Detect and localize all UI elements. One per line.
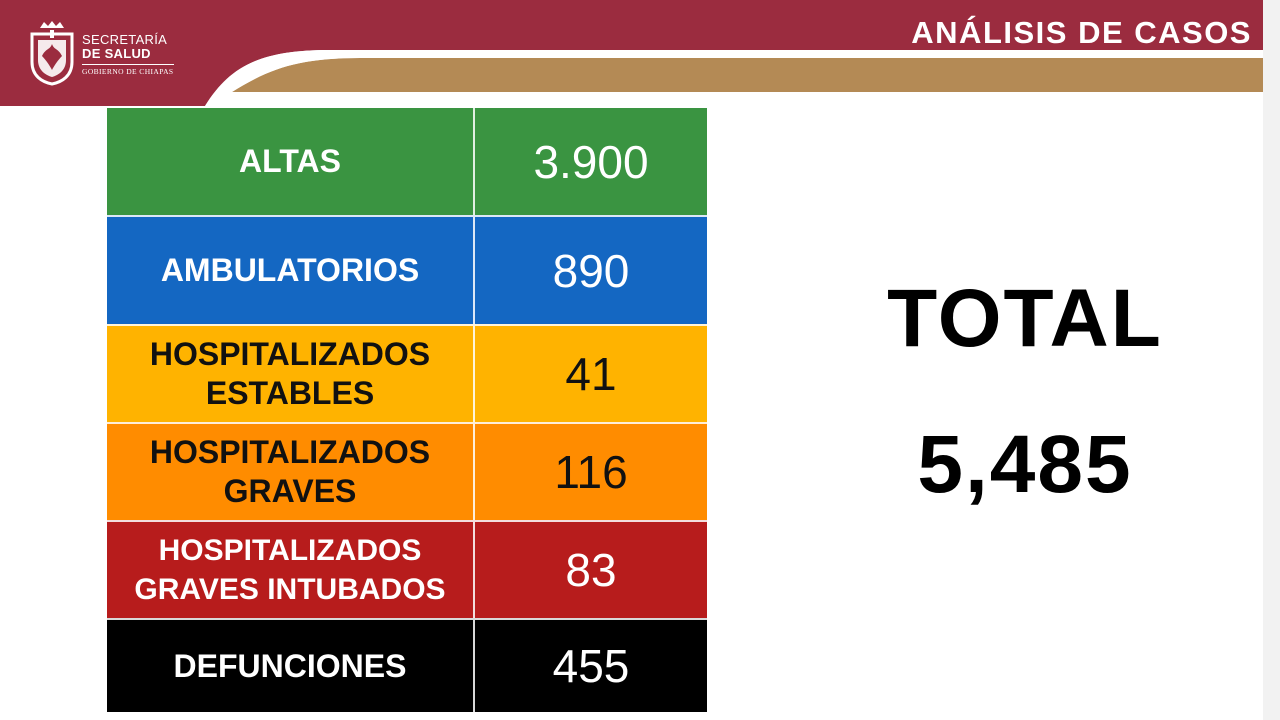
- total-label: TOTAL: [887, 273, 1163, 364]
- department-name-line1: SECRETARÍA: [82, 32, 168, 47]
- right-edge-margin: [1263, 0, 1280, 720]
- case-row-hospitalizados-estables: HOSPITALIZADOS ESTABLES 41: [107, 324, 707, 422]
- case-label: AMBULATORIOS: [107, 217, 475, 324]
- header-white-stripe: [205, 50, 1263, 106]
- case-row-hospitalizados-graves: HOSPITALIZADOS GRAVES 116: [107, 422, 707, 520]
- slide-title: ANÁLISIS DE CASOS: [911, 15, 1252, 50]
- case-label: HOSPITALIZADOS ESTABLES: [107, 326, 475, 422]
- case-row-hospitalizados-graves-intubados: HOSPITALIZADOS GRAVES INTUBADOS 83: [107, 520, 707, 618]
- header-wave-graphic: [0, 0, 1263, 106]
- case-label: DEFUNCIONES: [107, 620, 475, 712]
- coat-of-arms-icon: [30, 21, 74, 86]
- case-value: 116: [554, 446, 628, 498]
- case-row-defunciones: DEFUNCIONES 455: [107, 618, 707, 712]
- government-name: GOBIERNO DE CHIAPAS: [82, 67, 174, 76]
- secretaria-de-salud-logo: SECRETARÍA DE SALUD GOBIERNO DE CHIAPAS: [28, 20, 178, 90]
- case-value: 41: [565, 348, 617, 400]
- logo-divider: [82, 64, 174, 65]
- department-name-line2: DE SALUD: [82, 46, 151, 61]
- case-value: 3.900: [533, 135, 649, 188]
- case-label: HOSPITALIZADOS GRAVES INTUBADOS: [107, 522, 475, 618]
- header-maroon-band: [0, 0, 1263, 106]
- case-value: 455: [552, 640, 630, 692]
- header-gold-band: [0, 0, 1263, 92]
- case-label: ALTAS: [107, 108, 475, 215]
- case-row-altas: ALTAS 3.900: [107, 108, 707, 215]
- cases-table: ALTAS 3.900 AMBULATORIOS 890 HOSPITALIZA…: [107, 108, 707, 712]
- header-banner: SECRETARÍA DE SALUD GOBIERNO DE CHIAPAS …: [0, 0, 1280, 110]
- case-label: HOSPITALIZADOS GRAVES: [107, 424, 475, 520]
- case-value: 890: [552, 244, 630, 297]
- case-row-ambulatorios: AMBULATORIOS 890: [107, 215, 707, 324]
- total-value: 5,485: [917, 419, 1133, 510]
- case-value: 83: [565, 544, 617, 596]
